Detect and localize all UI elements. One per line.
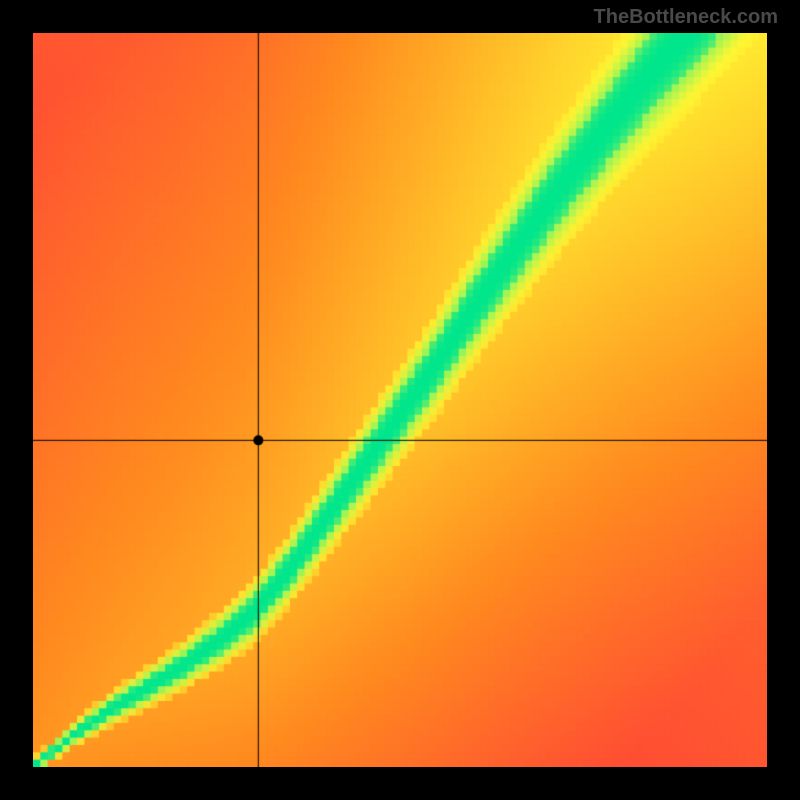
watermark-text: TheBottleneck.com: [594, 6, 778, 29]
heatmap-plot: [33, 33, 767, 767]
heatmap-canvas: [33, 33, 767, 767]
